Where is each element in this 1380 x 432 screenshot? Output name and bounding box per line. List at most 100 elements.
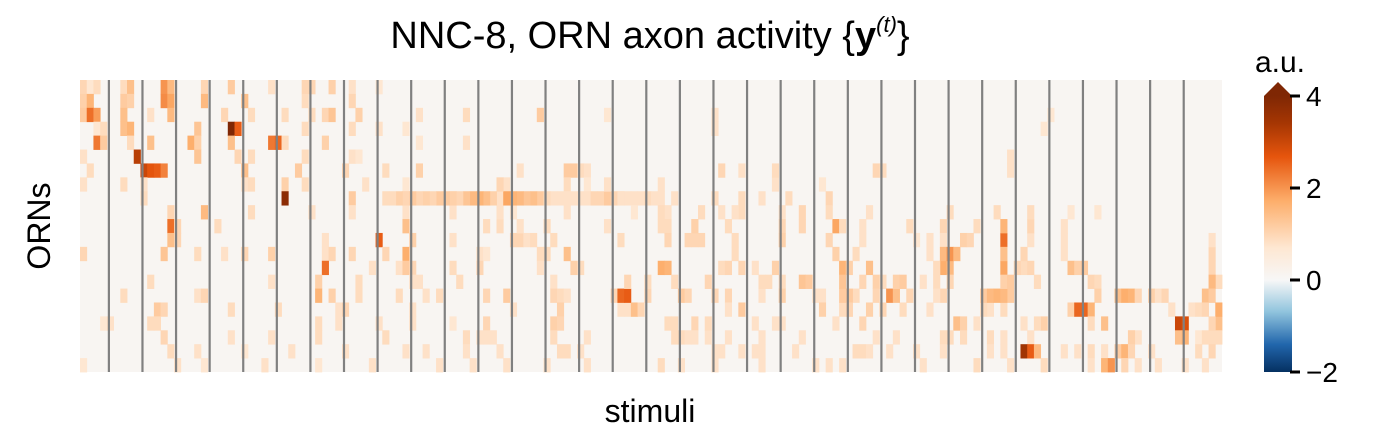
heatmap-cell bbox=[1101, 344, 1109, 359]
heatmap-cell bbox=[153, 316, 162, 331]
heatmap-cell bbox=[657, 177, 665, 192]
heatmap-cell bbox=[859, 344, 867, 359]
heatmap-cell bbox=[247, 177, 256, 192]
x-axis-label: stimuli bbox=[605, 393, 696, 429]
heatmap-cell bbox=[1195, 302, 1203, 317]
heatmap-cell bbox=[1195, 330, 1203, 345]
heatmap-cell bbox=[422, 344, 430, 359]
heatmap-cell bbox=[80, 246, 88, 262]
heatmap-cell bbox=[1087, 316, 1095, 331]
heatmap-cell bbox=[1000, 288, 1008, 303]
heatmap-cell bbox=[778, 274, 786, 289]
heatmap-cell bbox=[1027, 330, 1035, 345]
heatmap-cell bbox=[234, 121, 242, 137]
heatmap-cell bbox=[153, 302, 162, 317]
heatmap-cell bbox=[1181, 358, 1189, 373]
heatmap-cell bbox=[382, 246, 390, 262]
heatmap-cell bbox=[1060, 344, 1068, 359]
heatmap-cell bbox=[247, 149, 256, 164]
heatmap-cell bbox=[288, 344, 296, 359]
heatmap-cell bbox=[194, 121, 202, 137]
heatmap-cell bbox=[637, 302, 645, 317]
heatmap-cell bbox=[167, 344, 175, 359]
heatmap-cell bbox=[402, 344, 410, 359]
colorbar-unit-label: a.u. bbox=[1255, 46, 1305, 79]
heatmap-cell bbox=[415, 274, 423, 289]
heatmap-cell bbox=[583, 358, 591, 373]
heatmap-cell bbox=[227, 330, 235, 345]
heatmap-cell bbox=[415, 163, 423, 178]
heatmap-cell bbox=[335, 316, 343, 331]
heatmap-cell bbox=[630, 302, 638, 317]
heatmap-cell bbox=[1201, 288, 1209, 303]
heatmap-cell bbox=[241, 163, 249, 178]
heatmap-cell bbox=[550, 191, 558, 206]
heatmap-cell bbox=[449, 205, 457, 220]
heatmap-cell bbox=[684, 288, 692, 303]
heatmap-cell bbox=[865, 205, 874, 220]
heatmap-cell bbox=[933, 260, 941, 276]
heatmap-cell bbox=[563, 163, 571, 178]
heatmap-cell bbox=[960, 330, 968, 345]
heatmap-cell bbox=[509, 205, 518, 220]
heatmap-cell bbox=[1007, 274, 1015, 289]
heatmap-cell bbox=[986, 330, 994, 345]
heatmap-cell bbox=[341, 163, 350, 178]
heatmap-cell bbox=[798, 205, 806, 220]
heatmap-cell bbox=[845, 260, 853, 276]
heatmap-cell bbox=[200, 358, 209, 373]
heatmap-cell bbox=[946, 274, 954, 289]
heatmap-cell bbox=[677, 330, 685, 345]
heatmap-cell bbox=[1094, 274, 1102, 289]
heatmap-cell bbox=[214, 219, 222, 234]
heatmap-cell bbox=[321, 232, 329, 248]
heatmap-cell bbox=[583, 163, 591, 178]
heatmap-cell bbox=[550, 330, 558, 345]
heatmap-cell bbox=[200, 205, 209, 220]
heatmap-cell bbox=[1020, 246, 1028, 262]
heatmap-cell bbox=[778, 205, 786, 220]
heatmap-cell bbox=[160, 80, 168, 95]
heatmap-cell bbox=[127, 121, 135, 137]
heatmap-cell bbox=[556, 288, 565, 303]
heatmap-cell bbox=[825, 358, 833, 373]
heatmap-cell bbox=[86, 163, 94, 178]
heatmap-cell bbox=[993, 205, 1001, 220]
heatmap-cell bbox=[912, 344, 921, 359]
heatmap-cell bbox=[100, 121, 108, 137]
heatmap-cell bbox=[1013, 260, 1021, 276]
y-axis-label: ORNs bbox=[21, 182, 57, 269]
heatmap-cell bbox=[718, 205, 726, 220]
heatmap-cell bbox=[1208, 288, 1216, 303]
heatmap-cell bbox=[1000, 260, 1008, 276]
heatmap-cell bbox=[93, 135, 101, 150]
chart-title: NNC-8, ORN axon activity {y(t)} bbox=[390, 12, 909, 57]
heatmap-cell bbox=[664, 232, 672, 248]
heatmap-cell bbox=[1087, 344, 1095, 359]
heatmap-cell bbox=[328, 107, 336, 123]
heatmap-cell bbox=[865, 260, 874, 276]
heatmap-cell bbox=[610, 288, 618, 303]
heatmap-cell bbox=[227, 80, 235, 95]
heatmap-cell bbox=[738, 302, 746, 317]
heatmap-cell bbox=[281, 177, 289, 192]
heatmap-cell bbox=[355, 149, 363, 164]
heatmap-cell bbox=[718, 260, 726, 276]
heatmap-cell bbox=[1094, 205, 1102, 220]
heatmap-cell bbox=[798, 219, 806, 234]
heatmap-cell bbox=[852, 288, 860, 303]
heatmap-cell bbox=[147, 274, 155, 289]
heatmap-cell bbox=[986, 288, 994, 303]
heatmap-cell bbox=[556, 316, 565, 331]
heatmap-cell bbox=[1168, 302, 1176, 317]
heatmap-cell bbox=[832, 219, 840, 234]
heatmap-cell bbox=[100, 316, 108, 331]
heatmap-cell bbox=[315, 274, 323, 289]
heatmap-cell bbox=[1101, 358, 1109, 373]
heatmap-cell bbox=[301, 93, 309, 109]
heatmap-cell bbox=[939, 288, 947, 303]
heatmap-cell bbox=[530, 232, 538, 248]
heatmap-cell bbox=[691, 316, 699, 331]
heatmap-cell bbox=[160, 246, 168, 262]
heatmap-cell bbox=[167, 93, 175, 109]
